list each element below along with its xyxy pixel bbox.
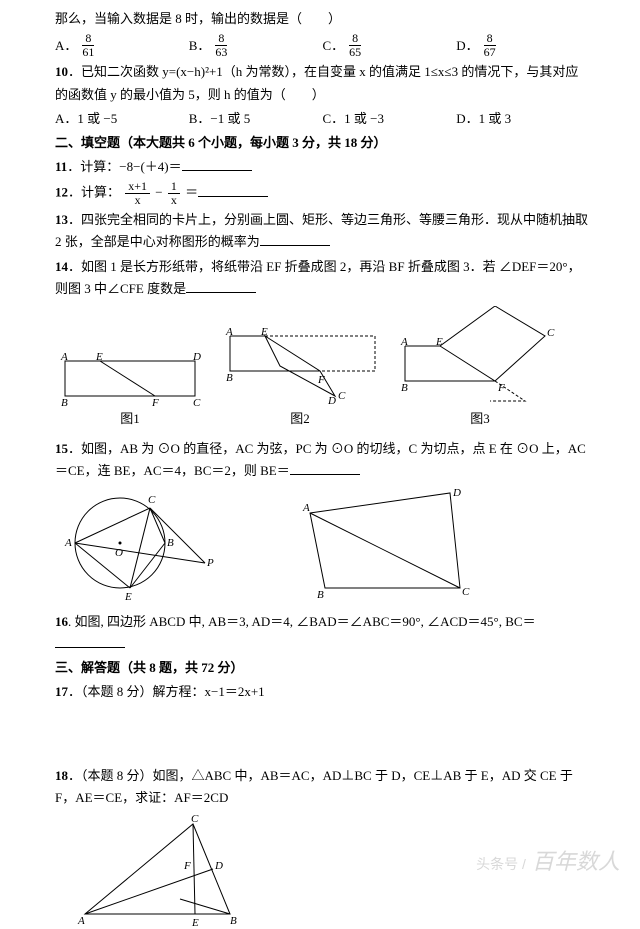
svg-text:F: F (183, 860, 191, 872)
figure-3: A E B F C D 图3 (395, 306, 565, 430)
q10-a: A．1 或 −5 (55, 108, 189, 130)
svg-text:E: E (435, 336, 443, 348)
svg-text:E: E (95, 351, 103, 363)
q10-b: B．−1 或 5 (189, 108, 323, 130)
svg-text:F: F (151, 397, 159, 406)
svg-text:D: D (452, 488, 461, 499)
opt-b: B．863 (189, 32, 323, 59)
svg-text:C: C (547, 327, 555, 339)
q13: 13．四张完全相同的卡片上，分别画上圆、矩形、等边三角形、等腰三角形．现从中随机… (55, 209, 590, 253)
opt-d: D．867 (456, 32, 590, 59)
svg-text:A: A (225, 326, 233, 338)
q10-text: 10．已知二次函数 y=(x−h)²+1（h 为常数），在自变量 x 的值满足 … (55, 61, 590, 105)
svg-text:A: A (64, 537, 72, 549)
q10-c: C．1 或 −3 (323, 108, 457, 130)
svg-text:D: D (494, 306, 503, 308)
q18: 18．（本题 8 分）如图，△ABC 中，AB＝AC，AD⊥BC 于 D，CE⊥… (55, 765, 590, 809)
q9-options: A．861 B．863 C．865 D．867 (55, 32, 590, 59)
svg-text:E: E (260, 326, 268, 338)
svg-text:E: E (191, 917, 199, 929)
svg-text:B: B (226, 372, 233, 384)
q10-d: D．1 或 3 (456, 108, 590, 130)
opt-a: A．861 (55, 32, 189, 59)
svg-text:C: C (462, 586, 470, 598)
q11: 11．计算：−8−(＋4)＝ (55, 156, 590, 178)
svg-text:B: B (61, 397, 68, 406)
q16: 16. 如图, 四边形 ABCD 中, AB＝3, AD＝4, ∠BAD＝∠AB… (55, 611, 590, 655)
svg-text:A: A (60, 351, 68, 363)
svg-text:D: D (327, 395, 336, 406)
q15: 15．如图，AB 为 ⊙O 的直径，AC 为弦，PC 为 ⊙O 的切线，C 为切… (55, 438, 590, 482)
svg-text:A: A (302, 502, 310, 514)
svg-text:E: E (124, 591, 132, 603)
svg-text:D: D (192, 351, 201, 363)
q17: 17．（本题 8 分）解方程：x−1＝2x+1 (55, 681, 590, 703)
svg-text:B: B (317, 589, 324, 601)
opt-c: C．865 (323, 32, 457, 59)
figure-circle: A C B P E O (55, 488, 245, 603)
q14-figures: A E D B F C 图1 A E B F C D 图2 A (55, 306, 590, 430)
figure-quad: A D C B (295, 488, 485, 603)
svg-text:C: C (338, 390, 346, 402)
svg-text:B: B (401, 382, 408, 394)
svg-text:A: A (400, 336, 408, 348)
watermark: 头条号 / 百年数人 (476, 843, 620, 880)
section-3-heading: 三、解答题（共 8 题，共 72 分） (55, 657, 590, 679)
q14: 14．如图 1 是长方形纸带，将纸带沿 EF 折叠成图 2，再沿 BF 折叠成图… (55, 256, 590, 300)
svg-text:C: C (148, 494, 156, 506)
svg-text:B: B (230, 915, 237, 927)
section-2-heading: 二、填空题（本大题共 6 个小题，每小题 3 分，共 18 分） (55, 132, 590, 154)
q10-options: A．1 或 −5 B．−1 或 5 C．1 或 −3 D．1 或 3 (55, 108, 590, 130)
svg-text:O: O (115, 547, 123, 559)
figure-1: A E D B F C 图1 (55, 351, 205, 430)
q12: 12．计算： x+1x − 1x ＝ (55, 180, 590, 207)
q15-q16-figures: A C B P E O A D C B (55, 488, 590, 603)
svg-text:C: C (193, 397, 201, 406)
svg-text:B: B (167, 537, 174, 549)
svg-text:P: P (206, 557, 214, 569)
svg-text:C: C (191, 814, 199, 825)
svg-text:D: D (214, 860, 223, 872)
svg-text:A: A (77, 915, 85, 927)
q9-intro: 那么，当输入数据是 8 时，输出的数据是（ ） (55, 8, 590, 30)
figure-2: A E B F C D 图2 (220, 326, 380, 430)
svg-text:F: F (497, 382, 505, 394)
svg-text:F: F (317, 374, 325, 386)
